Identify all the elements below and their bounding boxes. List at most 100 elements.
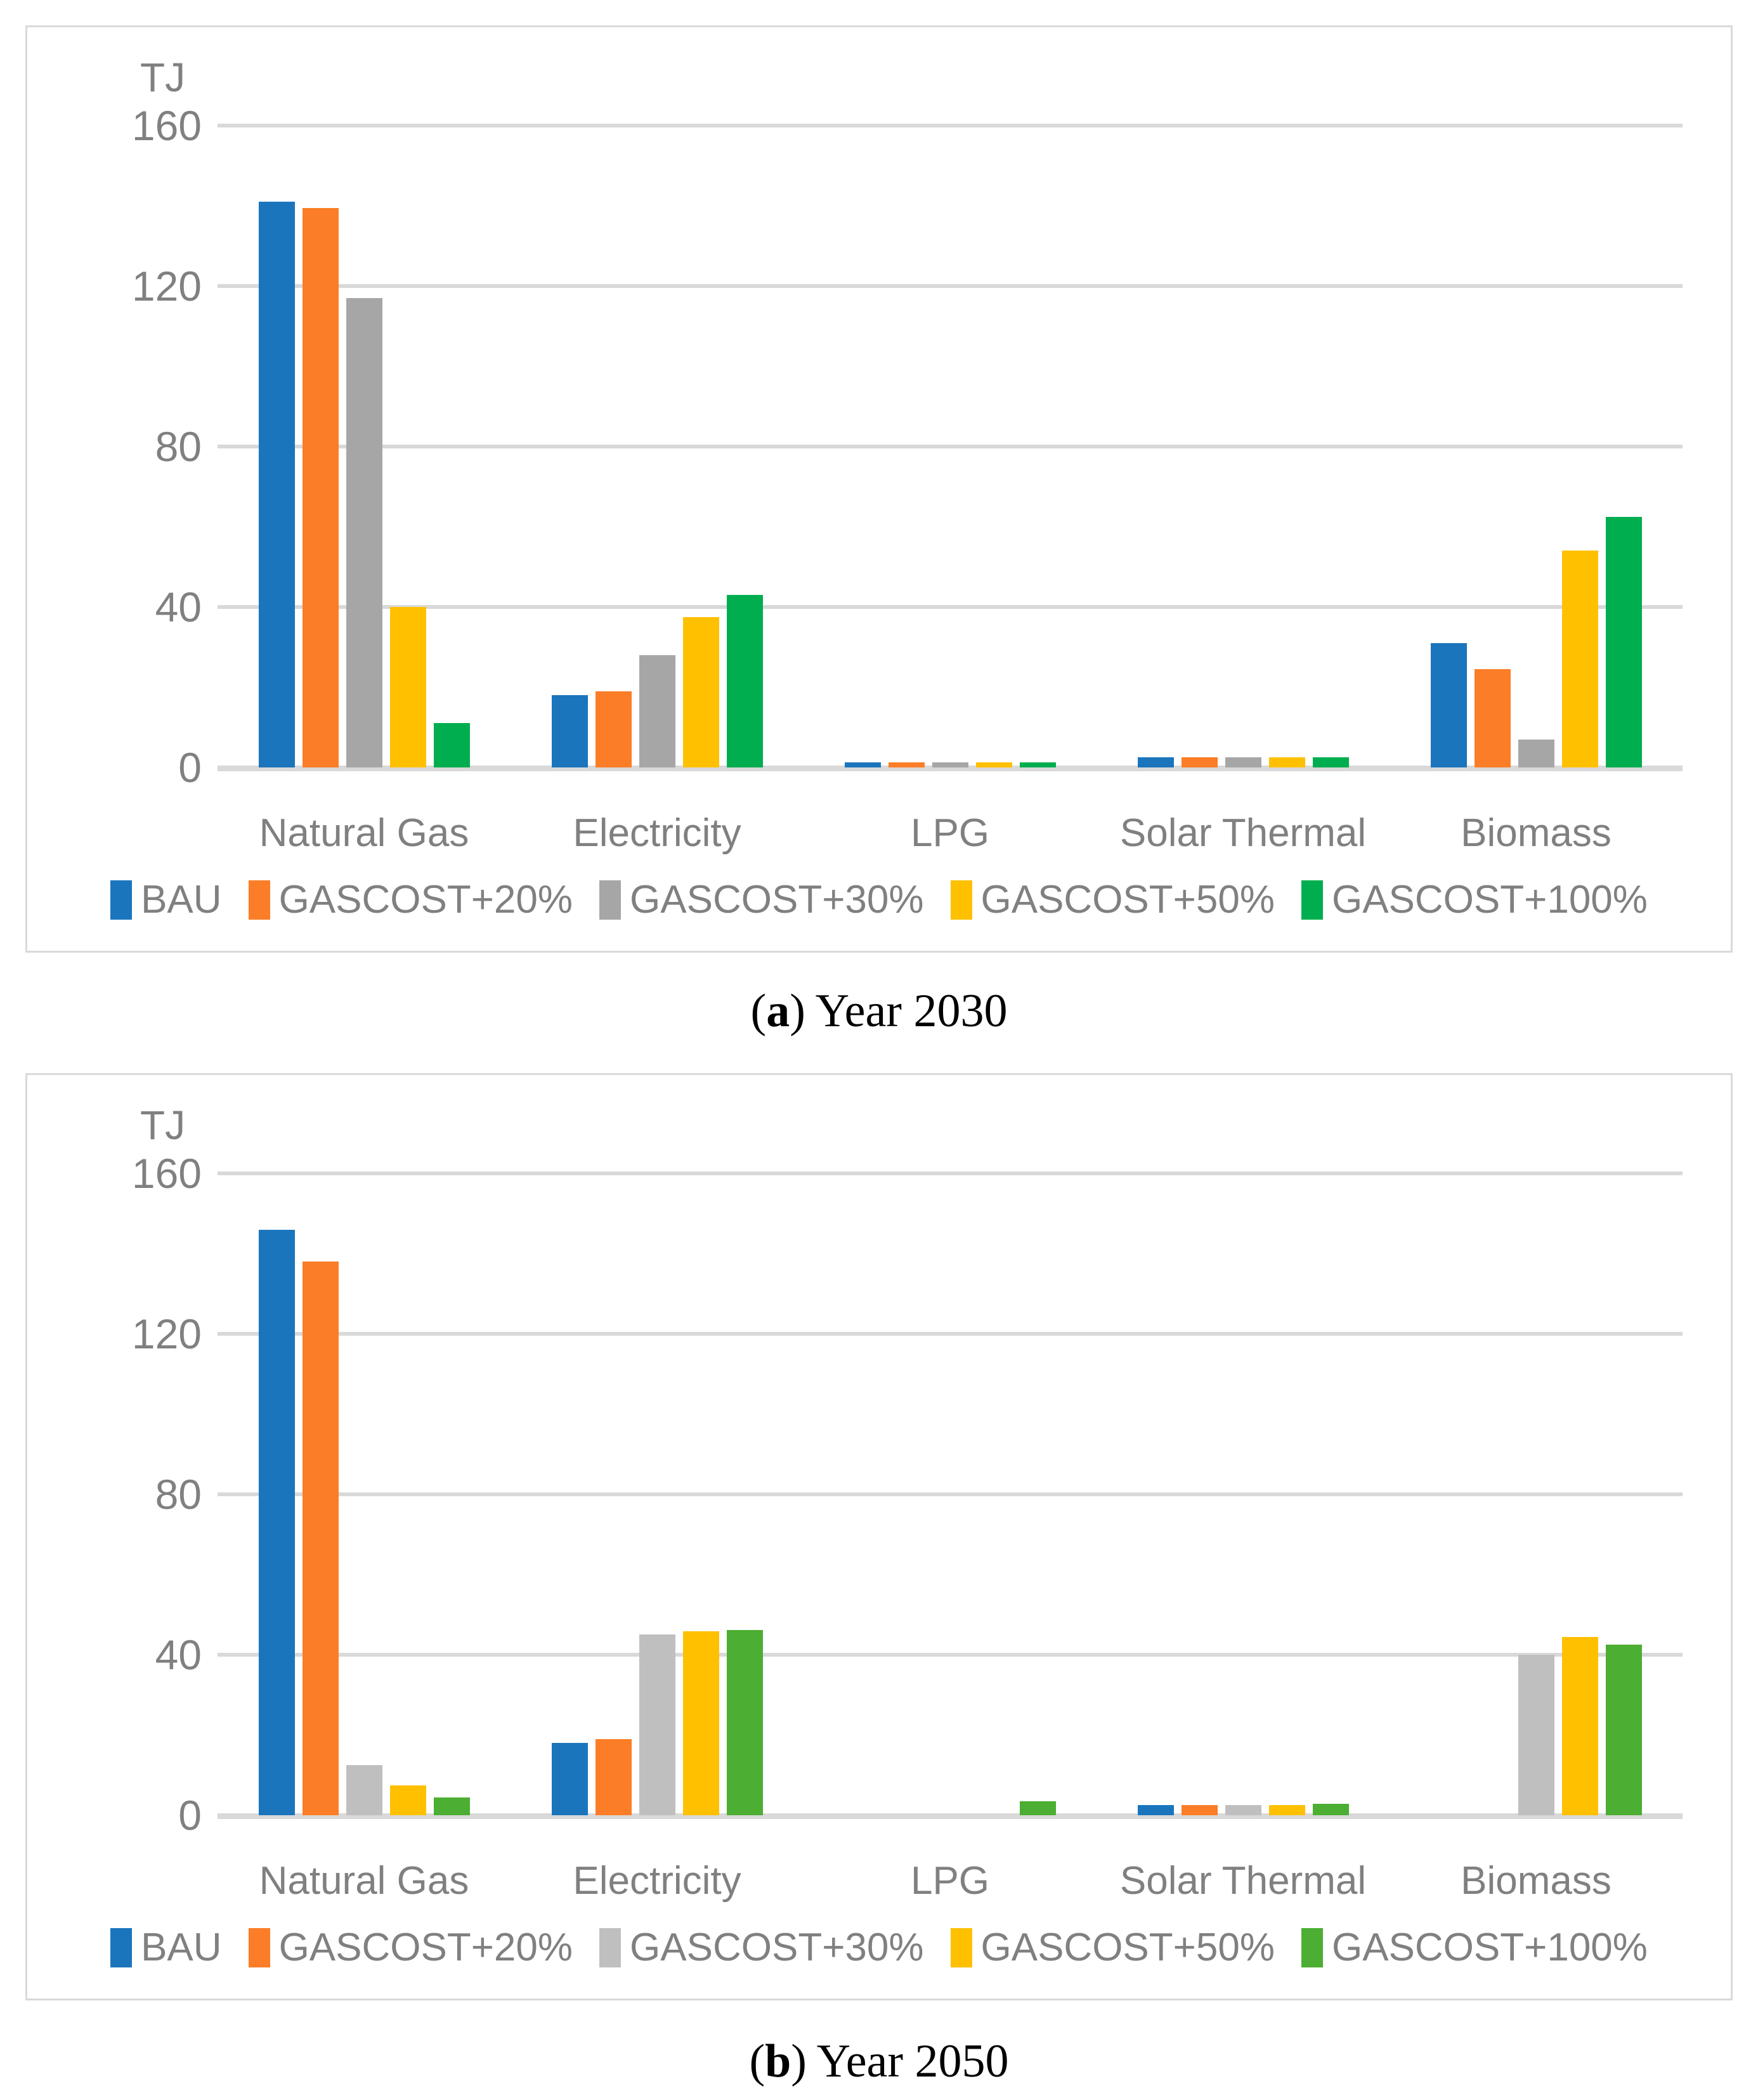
gridline-40 (218, 605, 1683, 609)
bar-group-electricity (511, 126, 804, 767)
y-tick-label-0: 0 (178, 1792, 202, 1839)
bar-gascost-20-lpg (888, 762, 925, 767)
bar-gascost-100-natural-gas (433, 1797, 470, 1815)
bar-gascost-30-lpg (932, 762, 968, 767)
bar-gascost-20-natural-gas (302, 1262, 339, 1815)
gridline-160 (218, 1171, 1683, 1175)
caption-letter: a (766, 985, 790, 1037)
bar-gascost-20-electricity (595, 691, 632, 767)
y-tick-label-80: 80 (155, 1471, 202, 1518)
bar-gascost-30-solar-thermal (1225, 1805, 1261, 1815)
y-tick-label-160: 160 (131, 102, 202, 149)
bar-gascost-100-solar-thermal (1312, 757, 1349, 767)
bar-gascost-50-solar-thermal (1268, 757, 1305, 767)
bar-gascost-20-solar-thermal (1181, 1805, 1218, 1815)
y-tick-label-40: 40 (155, 584, 202, 630)
bar-gascost-100-lpg (1019, 1801, 1056, 1815)
gridline-120 (218, 1332, 1683, 1336)
y-tick-label-120: 120 (131, 263, 202, 310)
bar-bau-biomass (1430, 642, 1467, 767)
category-label-electricity: Electricity (573, 811, 741, 855)
category-label-biomass: Biomass (1461, 1859, 1612, 1903)
legend-swatch-gascost-50 (950, 1927, 972, 1967)
legend-swatch-gascost-20 (248, 1927, 270, 1967)
legend-label-bau: BAU (141, 878, 222, 922)
gridline-0 (218, 1813, 1683, 1819)
bar-bau-solar-thermal (1137, 757, 1174, 767)
bar-group-natural-gas (218, 1173, 511, 1815)
bar-group-solar-thermal (1097, 126, 1390, 767)
legend-label-gascost-100: GASCOST+100% (1331, 1926, 1648, 1969)
legend-label-gascost-30: GASCOST+30% (630, 878, 924, 922)
caption-year-2050: (b) Year 2050 (0, 2035, 1758, 2089)
gridline-0 (218, 766, 1683, 771)
bar-gascost-100-electricity (726, 1629, 763, 1815)
bar-bau-lpg (844, 762, 881, 767)
legend-label-gascost-100: GASCOST+100% (1331, 878, 1648, 922)
bar-group-lpg (804, 126, 1097, 767)
category-label-lpg: LPG (910, 811, 990, 855)
legend-swatch-gascost-50 (950, 880, 972, 920)
category-label-solar-thermal: Solar Thermal (1119, 1859, 1367, 1903)
legend-swatch-gascost-30 (599, 880, 622, 920)
gridline-40 (218, 1653, 1683, 1657)
bar-bau-electricity (551, 1743, 588, 1815)
caption-text: ) Year 2050 (791, 2035, 1009, 2087)
bar-gascost-30-solar-thermal (1225, 757, 1261, 767)
bar-bau-natural-gas (258, 1229, 295, 1815)
bar-gascost-30-electricity (639, 1634, 675, 1815)
caption-letter: b (765, 2035, 791, 2087)
y-axis-unit-label: TJ (140, 55, 186, 100)
legend-item-gascost-100: GASCOST+100% (1301, 877, 1648, 922)
plot-area (218, 1171, 1683, 1819)
bar-gascost-20-biomass (1474, 669, 1511, 767)
plot-area (218, 124, 1683, 771)
bar-groups (218, 126, 1683, 767)
bar-gascost-30-natural-gas (346, 297, 382, 767)
gridline-160 (218, 124, 1683, 127)
bar-gascost-20-natural-gas (302, 207, 339, 767)
bar-gascost-50-biomass (1561, 1636, 1598, 1815)
caption-prefix: ( (749, 2035, 765, 2087)
bar-bau-electricity (551, 695, 588, 767)
legend-label-gascost-30: GASCOST+30% (630, 1926, 924, 1969)
legend-item-bau: BAU (110, 877, 222, 922)
x-axis-category-labels: Natural Gas Electricity LPG Solar Thermal Bi… (218, 1858, 1683, 1903)
category-label-solar-thermal: Solar Thermal (1119, 811, 1367, 855)
caption-text: ) Year 2030 (790, 985, 1008, 1037)
legend-item-gascost-20: GASCOST+20% (248, 877, 573, 922)
y-tick-label-120: 120 (131, 1310, 202, 1357)
bar-bau-natural-gas (258, 202, 295, 767)
y-tick-label-160: 160 (131, 1150, 202, 1197)
bar-gascost-20-solar-thermal (1181, 757, 1218, 767)
bar-gascost-50-natural-gas (389, 607, 426, 767)
category-label-lpg: LPG (910, 1859, 990, 1903)
bar-gascost-100-solar-thermal (1312, 1804, 1349, 1815)
caption-year-2030: (a) Year 2030 (0, 984, 1758, 1038)
bar-gascost-50-electricity (682, 616, 719, 767)
legend-label-gascost-20: GASCOST+20% (278, 878, 573, 922)
chart-panel-year-2050: TJ 160 120 80 40 0 Natural Gas Electricity LPG… (25, 1073, 1733, 2000)
category-label-natural-gas: Natural Gas (259, 811, 469, 855)
y-axis-tick-labels: 160 120 80 40 0 (65, 1150, 202, 1839)
chart-legend: BAU GASCOST+20% GASCOST+30% GASCOST+50% GASC… (27, 1925, 1731, 1970)
legend-label-gascost-20: GASCOST+20% (278, 1926, 573, 1969)
legend-swatch-gascost-100 (1301, 880, 1323, 920)
bar-group-biomass (1390, 1173, 1683, 1815)
legend-item-gascost-50: GASCOST+50% (950, 877, 1275, 922)
gridline-80 (218, 1492, 1683, 1496)
bar-group-solar-thermal (1097, 1173, 1390, 1815)
category-label-electricity: Electricity (573, 1859, 741, 1903)
bar-gascost-20-electricity (595, 1738, 632, 1815)
category-label-natural-gas: Natural Gas (259, 1859, 469, 1903)
legend-item-gascost-50: GASCOST+50% (950, 1925, 1275, 1970)
bar-bau-solar-thermal (1137, 1805, 1174, 1815)
bar-group-natural-gas (218, 126, 511, 767)
bar-gascost-100-biomass (1605, 1645, 1642, 1815)
bar-gascost-50-solar-thermal (1268, 1805, 1305, 1815)
bar-gascost-50-biomass (1561, 551, 1598, 767)
bar-group-biomass (1390, 126, 1683, 767)
bar-gascost-100-biomass (1605, 516, 1642, 767)
chart-panel-year-2030: TJ 160 120 80 40 0 Natural Gas Electricity LPG… (25, 25, 1733, 953)
legend-label-bau: BAU (141, 1926, 222, 1969)
